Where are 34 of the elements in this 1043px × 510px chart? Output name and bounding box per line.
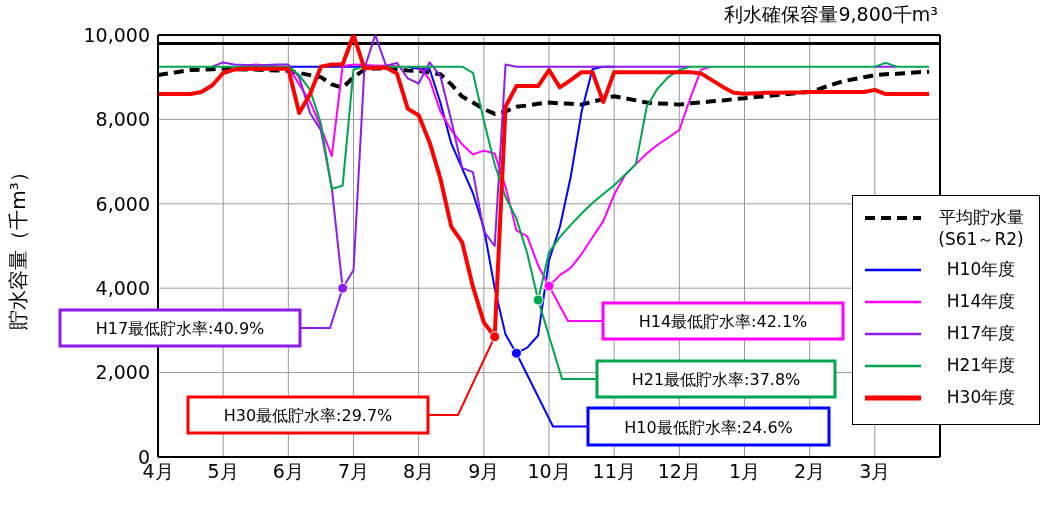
annotation: H10最低貯水率:24.6% xyxy=(624,417,793,437)
legend-label: H30年度 xyxy=(945,386,1017,408)
point xyxy=(510,347,522,359)
y-tick-label: 4,000 xyxy=(95,276,150,299)
legend-label: H14年度 xyxy=(945,290,1017,312)
legend-label: 平均貯水量 (S61～R2) xyxy=(937,206,1025,250)
x-tick-label: 5月 xyxy=(207,460,239,483)
annotation: H14最低貯水率:42.1% xyxy=(638,312,808,331)
x-tick-label: 11月 xyxy=(592,460,636,483)
x-tick-label: 10月 xyxy=(527,460,571,483)
y-tick-label: 8,000 xyxy=(95,108,150,131)
annotation: H21最低貯水率:37.8% xyxy=(631,370,801,389)
legend-label: H21年度 xyxy=(945,354,1017,376)
point xyxy=(543,280,555,292)
x-tick-label: 12月 xyxy=(657,460,701,483)
x-tick-label: 2月 xyxy=(794,460,826,483)
x-tick-label: 8月 xyxy=(403,460,435,483)
point xyxy=(337,282,349,294)
point xyxy=(532,294,544,306)
x-tick-label: 1月 xyxy=(728,460,761,483)
point xyxy=(489,331,501,343)
x-tick-label: 6月 xyxy=(272,460,304,483)
x-tick-label: 9月 xyxy=(468,460,500,483)
x-tick-label: 3月 xyxy=(859,460,891,483)
y-tick-label: 6,000 xyxy=(95,192,150,215)
annotation: H30最低貯水率:29.7% xyxy=(223,406,393,425)
legend-label: H17年度 xyxy=(945,322,1017,344)
y-axis-title: 貯水容量（千m³） xyxy=(6,162,31,330)
legend-label: H10年度 xyxy=(945,258,1017,280)
annotation: H17最低貯水率:40.9% xyxy=(95,319,265,338)
y-tick-label: 2,000 xyxy=(95,361,150,384)
x-tick-label: 7月 xyxy=(337,460,370,483)
y-tick-label: 10,000 xyxy=(83,23,150,46)
ref-line-label: 利水確保容量9,800千m³ xyxy=(724,3,938,26)
